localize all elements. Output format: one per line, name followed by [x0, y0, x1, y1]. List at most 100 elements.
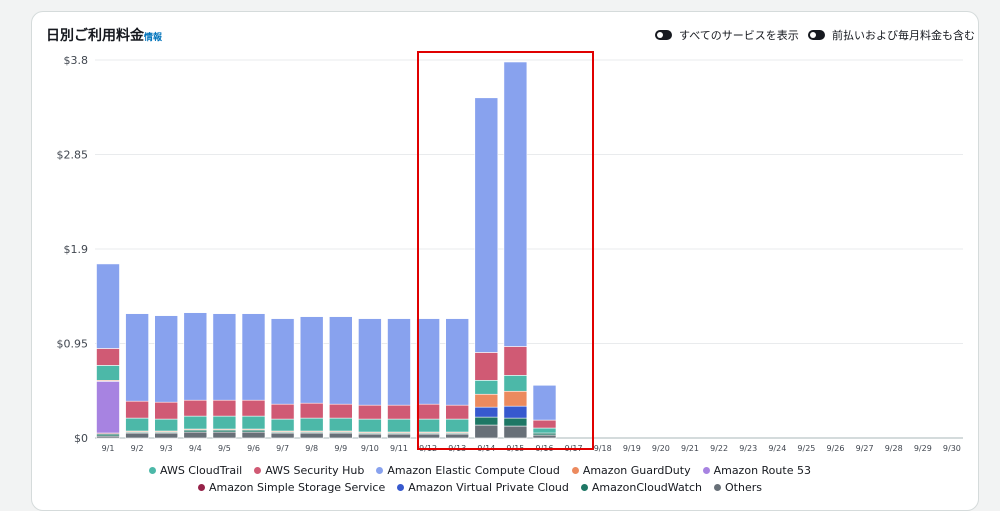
x-tick-label: 9/3 [160, 444, 173, 453]
bar-segment[interactable] [328, 432, 353, 439]
legend-item[interactable]: AWS Security Hub [254, 462, 364, 479]
legend-item[interactable]: Amazon Simple Storage Service [198, 479, 385, 496]
toggle-include-prepaid[interactable]: 前払いおよび毎月料金も含む [808, 27, 975, 43]
legend-dot-icon [702, 467, 710, 474]
bar-segment[interactable] [212, 415, 237, 430]
bar-segment[interactable] [96, 263, 120, 349]
legend-item[interactable]: AmazonCloudWatch [580, 479, 702, 496]
bar-segment[interactable] [183, 415, 208, 430]
x-tick-label: 9/6 [247, 444, 260, 453]
legend-label: Others [725, 481, 762, 494]
toggle-show-all-services[interactable]: すべてのサービスを表示 [655, 27, 799, 43]
x-tick-label: 9/25 [797, 444, 815, 453]
legend-label: AWS CloudTrail [160, 464, 243, 477]
bar-segment[interactable] [474, 97, 499, 353]
bar-segment[interactable] [503, 61, 528, 347]
x-tick-label: 9/11 [390, 444, 408, 453]
y-tick-label: $0 [74, 432, 88, 445]
chart-title: 日別ご利用料金 [46, 28, 144, 44]
bar-segment[interactable] [387, 418, 411, 433]
legend-item[interactable]: Amazon Route 53 [702, 462, 811, 479]
legend-item[interactable]: AWS CloudTrail [149, 462, 242, 479]
bar-segment[interactable] [299, 316, 324, 404]
x-tick-label: 9/30 [943, 444, 961, 453]
bar-segment[interactable] [241, 399, 266, 417]
bar-segment[interactable] [270, 318, 295, 405]
bar-segment[interactable] [358, 404, 382, 420]
bar-segment[interactable] [358, 418, 382, 433]
x-tick-label: 9/20 [652, 444, 670, 453]
legend-item[interactable]: Amazon Virtual Private Cloud [397, 479, 569, 496]
bar-segment[interactable] [125, 417, 149, 432]
toggle-switch-icon[interactable] [655, 30, 672, 40]
bar-segment[interactable] [125, 400, 149, 419]
x-tick-label: 9/5 [218, 444, 231, 453]
bar-segment[interactable] [183, 399, 208, 417]
y-tick-label: $3.8 [64, 54, 89, 67]
bar-segment[interactable] [125, 313, 149, 402]
bar-segment[interactable] [96, 380, 120, 434]
x-tick-label: 9/7 [276, 444, 289, 453]
toggle-switch-icon[interactable] [808, 30, 825, 40]
bar-segment[interactable] [387, 433, 411, 439]
legend-label: Amazon Elastic Compute Cloud [387, 464, 560, 477]
bar-segment[interactable] [270, 432, 295, 439]
bar-segment[interactable] [154, 432, 178, 439]
bar-segment[interactable] [387, 404, 411, 420]
x-tick-label: 9/19 [623, 444, 641, 453]
bar-segment[interactable] [125, 432, 149, 439]
bar-segment[interactable] [212, 313, 237, 401]
x-tick-label: 9/10 [361, 444, 379, 453]
legend-label: Amazon GuardDuty [582, 464, 691, 477]
bar-segment[interactable] [416, 318, 440, 405]
bar-segment[interactable] [358, 433, 382, 439]
x-tick-label: 9/9 [334, 444, 347, 453]
legend-label: AWS Security Hub [265, 464, 365, 477]
x-tick-label: 9/26 [827, 444, 845, 453]
bar-segment[interactable] [96, 348, 120, 366]
bar-segment[interactable] [183, 431, 208, 439]
legend-dot-icon [254, 467, 262, 474]
y-tick-label: $0.95 [57, 338, 89, 351]
legend-item[interactable]: Others [714, 479, 762, 496]
bar-segment[interactable] [270, 403, 295, 420]
bar-segment[interactable] [183, 312, 208, 401]
x-tick-label: 9/28 [885, 444, 903, 453]
bar-segment[interactable] [328, 403, 353, 419]
bar-segment[interactable] [241, 431, 266, 439]
bar-segment[interactable] [387, 318, 411, 406]
legend-label: Amazon Simple Storage Service [209, 481, 386, 494]
bar-segment[interactable] [241, 415, 266, 430]
toggle-include-prepaid-label: 前払いおよび毎月料金も含む [832, 29, 975, 42]
legend-dot-icon [149, 467, 157, 474]
highlight-box [417, 51, 594, 450]
bar-segment[interactable] [270, 418, 295, 432]
x-tick-label: 9/4 [189, 444, 202, 453]
x-tick-label: 9/27 [856, 444, 874, 453]
bar-segment[interactable] [154, 418, 178, 432]
bar-segment[interactable] [445, 318, 470, 406]
bar-segment[interactable] [299, 432, 324, 439]
bar-segment[interactable] [328, 316, 353, 405]
info-link[interactable]: 情報 [144, 33, 163, 43]
legend-dot-icon [580, 484, 588, 491]
x-tick-label: 9/18 [594, 444, 612, 453]
bar-segment[interactable] [358, 318, 382, 406]
bar-segment[interactable] [212, 399, 237, 417]
bar-segment[interactable] [241, 313, 266, 401]
x-tick-label: 9/2 [131, 444, 144, 453]
legend-label: Amazon Route 53 [713, 464, 811, 477]
bar-segment[interactable] [96, 365, 120, 381]
bar-segment[interactable] [212, 431, 237, 439]
bar-segment[interactable] [532, 384, 557, 421]
legend-item[interactable]: Amazon Elastic Compute Cloud [376, 462, 560, 479]
x-tick-label: 9/23 [739, 444, 757, 453]
bar-segment[interactable] [299, 417, 324, 432]
bar-segment[interactable] [154, 401, 178, 420]
bar-segment[interactable] [154, 315, 178, 403]
legend-item[interactable]: Amazon GuardDuty [571, 462, 691, 479]
daily-cost-stacked-bar-chart: $0 $0.95 $1.9 $2.85 $3.8 9/1 9/2 9/3 9/4 9/5 9/6 9/… [57, 54, 963, 453]
bar-segment[interactable] [299, 402, 324, 419]
legend-dot-icon [376, 467, 384, 474]
bar-segment[interactable] [328, 417, 353, 432]
